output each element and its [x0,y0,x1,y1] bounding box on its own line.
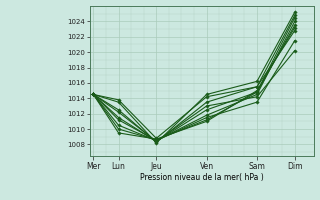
X-axis label: Pression niveau de la mer( hPa ): Pression niveau de la mer( hPa ) [140,173,263,182]
